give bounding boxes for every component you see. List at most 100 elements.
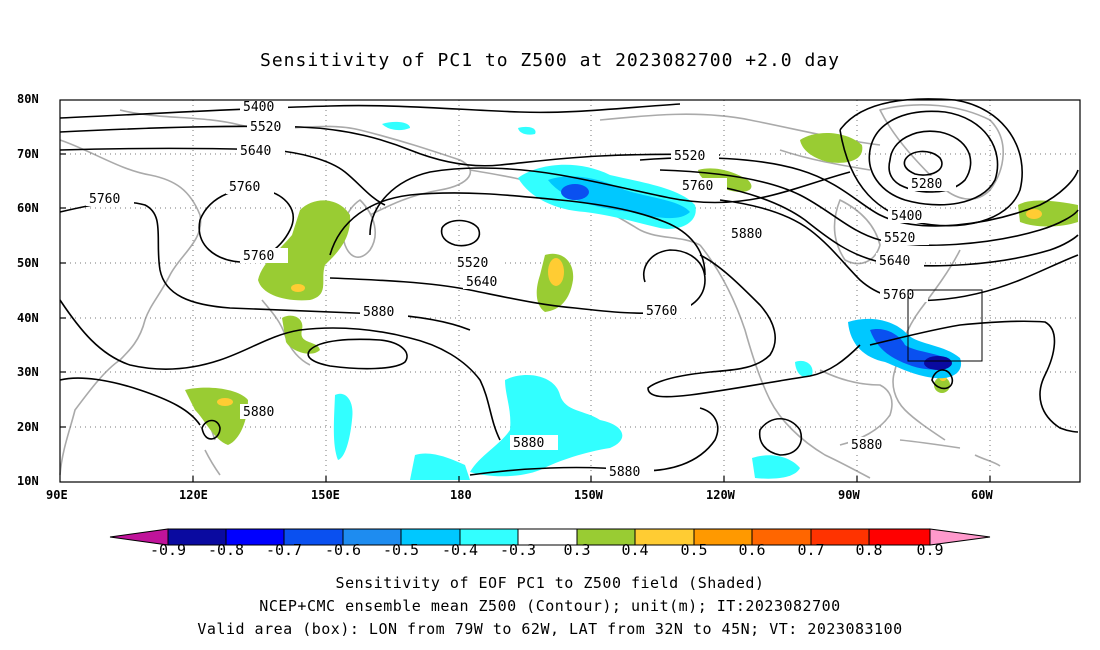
colorbar-label: 0.7 [797, 541, 825, 559]
contour-label: 5880 [609, 465, 640, 480]
colorbar-label: 0.8 [855, 541, 883, 559]
lon-label: 120E [179, 488, 208, 502]
lon-label: 90E [46, 488, 68, 502]
colorbar-label: 0.5 [680, 541, 708, 559]
neg-patch-cuba [795, 360, 813, 378]
contour-5880-east [869, 320, 1079, 433]
contour-label: 5280 [911, 177, 942, 192]
chart-title: Sensitivity of PC1 to Z500 at 2023082700… [259, 50, 840, 71]
contour-label: 5760 [883, 288, 914, 303]
lon-label: 60W [971, 488, 993, 502]
contour-5520-ring [440, 219, 481, 247]
colorbar-label: -0.5 [382, 541, 420, 559]
lat-label: 20N [17, 420, 39, 434]
contour-label: 5520 [457, 256, 488, 271]
colorbar-label: -0.7 [265, 541, 303, 559]
contour-label: 5760 [229, 180, 260, 195]
pos-patch-kamchatka [258, 200, 351, 301]
contour-5400-nam [639, 156, 1079, 227]
lat-label: 10N [17, 474, 39, 488]
colorbar-label: 0.4 [621, 541, 649, 559]
contour-5880-s [469, 407, 719, 476]
pos-patch-atlantic-core [1026, 209, 1042, 219]
neg-patch-westpac [333, 393, 353, 460]
contour-label-layer: 5400 5520 5640 5760 5760 5760 5520 5640 … [86, 99, 956, 480]
contour-5880-nam [647, 254, 861, 398]
lon-label: 150E [311, 488, 340, 502]
contour-label: 5760 [89, 192, 120, 207]
neg-patch-east-us-core [924, 356, 952, 370]
footer-valid-area-caption: Valid area (box): LON from 79W to 62W, L… [197, 620, 903, 638]
contour-label: 5520 [674, 149, 705, 164]
lat-label: 30N [17, 365, 39, 379]
contour-label: 5760 [646, 304, 677, 319]
neg-patch-southeast [410, 453, 470, 480]
contour-5520-pac [369, 167, 851, 236]
contour-5640-pac [329, 192, 706, 276]
contour-label: 5880 [731, 227, 762, 242]
colorbar-label: 0.3 [563, 541, 591, 559]
neg-patch-midpacific [470, 375, 623, 477]
lon-label: 120W [706, 488, 735, 502]
contour-low-1 [888, 130, 972, 193]
colorbar-label: -0.4 [441, 541, 479, 559]
lat-label: 70N [17, 147, 39, 161]
greenland [879, 104, 1004, 200]
contour-5880-small [201, 419, 221, 440]
valid-area-box [907, 289, 983, 362]
sensitivity-shading [185, 121, 1078, 480]
lon-label: 150W [574, 488, 603, 502]
neg-patch-pacific-n [382, 121, 410, 131]
colorbar-label: -0.6 [324, 541, 362, 559]
contour-5880-sw [59, 377, 201, 426]
north-america-west [699, 244, 871, 479]
colorbar-label: 0.9 [916, 541, 944, 559]
footer-contour-caption: NCEP+CMC ensemble mean Z500 (Contour); u… [259, 597, 841, 615]
lat-label: 80N [17, 92, 39, 106]
contour-label: 5400 [891, 209, 922, 224]
pos-patch-dateline-core [548, 258, 564, 286]
lon-label: 90W [838, 488, 860, 502]
contour-5880-cuba [758, 417, 802, 456]
pos-patch-kamchatka-core [291, 284, 305, 292]
contour-low-center [903, 150, 943, 176]
pos-patch-philippines-core [217, 398, 233, 406]
contour-label: 5880 [513, 436, 544, 451]
map-frame [59, 99, 1081, 483]
contour-label: 5880 [363, 305, 394, 320]
lat-label: 60N [17, 201, 39, 215]
contour-label: 5760 [682, 179, 713, 194]
coastlines [59, 104, 1004, 479]
colorbar-high-arrow [929, 528, 991, 546]
siberia-coast [119, 109, 472, 216]
colorbar-label: -0.9 [149, 541, 187, 559]
contour-5880-high [307, 338, 408, 370]
contour-5880-w [59, 299, 501, 441]
colorbar-label: -0.3 [499, 541, 537, 559]
contour-label: 5760 [243, 249, 274, 264]
gulf-of-mexico [819, 369, 893, 446]
asia-coastline [59, 139, 202, 476]
contour-5760-pac [329, 249, 706, 315]
neg-patch-eastpac [752, 455, 800, 479]
colorbar [109, 528, 991, 546]
neg-patch-pacific-n2 [518, 126, 536, 135]
neg-patch-bering-core [561, 184, 589, 200]
contour-5400 [59, 103, 681, 119]
pos-patch-japan [282, 315, 320, 354]
contour-label: 5640 [240, 144, 271, 159]
colorbar-label: -0.8 [207, 541, 245, 559]
lon-label: 180 [450, 488, 472, 502]
lat-label: 50N [17, 256, 39, 270]
footer-shading-caption: Sensitivity of EOF PC1 to Z500 field (Sh… [335, 574, 765, 592]
contour-low-2 [868, 110, 999, 206]
contour-5520 [59, 125, 721, 167]
contour-label: 5520 [250, 120, 281, 135]
contour-5880-florida [931, 369, 954, 390]
contour-label: 5880 [851, 438, 882, 453]
caribbean [899, 439, 1001, 467]
colorbar-label: 0.6 [738, 541, 766, 559]
lat-label: 40N [17, 311, 39, 325]
contour-5520-nam [659, 169, 1079, 246]
